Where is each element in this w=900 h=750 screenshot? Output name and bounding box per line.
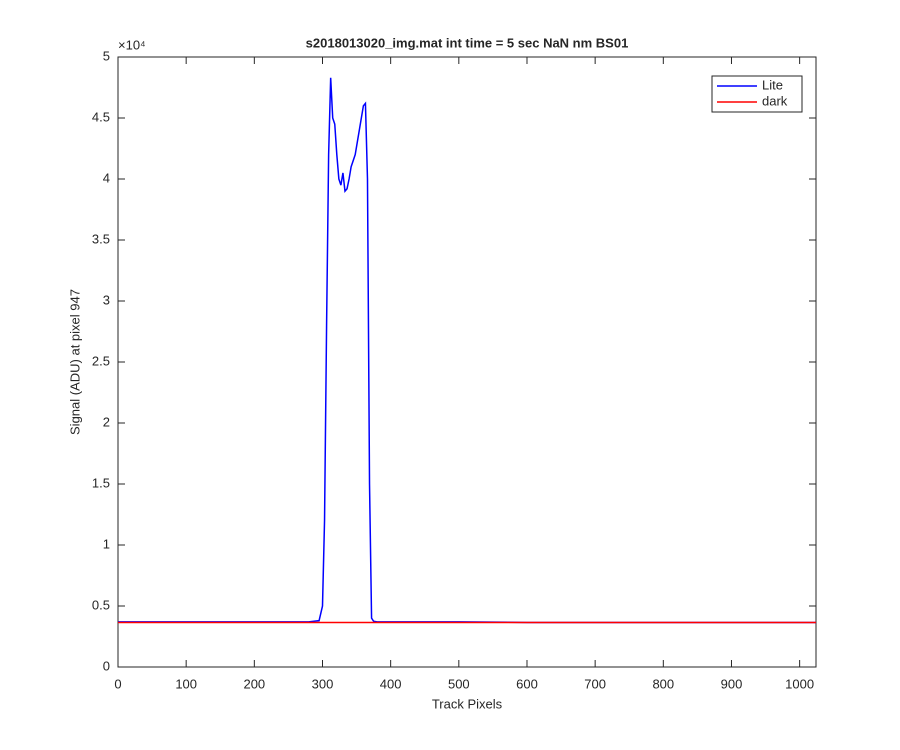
x-tick-label: 600 <box>516 676 538 691</box>
y-tick-label: 2 <box>103 414 110 429</box>
x-tick-label: 900 <box>721 676 743 691</box>
legend-label: Lite <box>762 77 783 92</box>
y-tick-label: 0 <box>103 658 110 673</box>
x-tick-label: 1000 <box>785 676 814 691</box>
y-axis-label: Signal (ADU) at pixel 947 <box>67 289 82 435</box>
x-tick-label: 400 <box>380 676 402 691</box>
y-tick-label: 3 <box>103 292 110 307</box>
chart-title: s2018013020_img.mat int time = 5 sec NaN… <box>306 35 629 50</box>
y-tick-label: 2.5 <box>92 353 110 368</box>
plot-area <box>117 56 817 668</box>
x-tick-label: 200 <box>243 676 265 691</box>
x-tick-label: 800 <box>652 676 674 691</box>
y-tick-label: 1 <box>103 536 110 551</box>
legend-box <box>711 75 803 113</box>
x-tick-label: 0 <box>114 676 121 691</box>
y-tick-label: 4.5 <box>92 109 110 124</box>
x-axis-label: Track Pixels <box>432 696 503 711</box>
y-tick-label: 5 <box>103 48 110 63</box>
x-tick-label: 100 <box>175 676 197 691</box>
y-tick-label: 0.5 <box>92 597 110 612</box>
y-tick-label: 4 <box>103 170 110 185</box>
y-tick-label: 1.5 <box>92 475 110 490</box>
y-multiplier: ×10⁴ <box>118 37 146 52</box>
y-tick-label: 3.5 <box>92 231 110 246</box>
x-tick-label: 300 <box>312 676 334 691</box>
x-tick-label: 700 <box>584 676 606 691</box>
x-tick-label: 500 <box>448 676 470 691</box>
legend-label: dark <box>762 93 788 108</box>
